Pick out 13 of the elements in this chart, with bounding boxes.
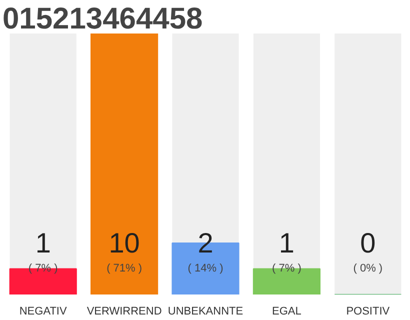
data-label: ( 14% ) bbox=[188, 262, 224, 274]
x-tick-label: POSITIV bbox=[346, 306, 390, 318]
x-tick-label: UNBEKANNTE bbox=[168, 306, 244, 318]
x-tick-label: VERWIRREND bbox=[86, 306, 162, 318]
x-tick-label: EGAL bbox=[272, 306, 302, 318]
annotation: 1 bbox=[278, 228, 294, 259]
data-label: ( 71% ) bbox=[106, 262, 142, 274]
chart-title: 015213464458 bbox=[2, 2, 203, 36]
annotation: 10 bbox=[108, 228, 140, 259]
x-tick-label: NEGATIV bbox=[19, 306, 68, 318]
annotation: 0 bbox=[360, 228, 376, 259]
data-label: ( 0% ) bbox=[353, 262, 383, 274]
annotation: 1 bbox=[35, 228, 51, 259]
